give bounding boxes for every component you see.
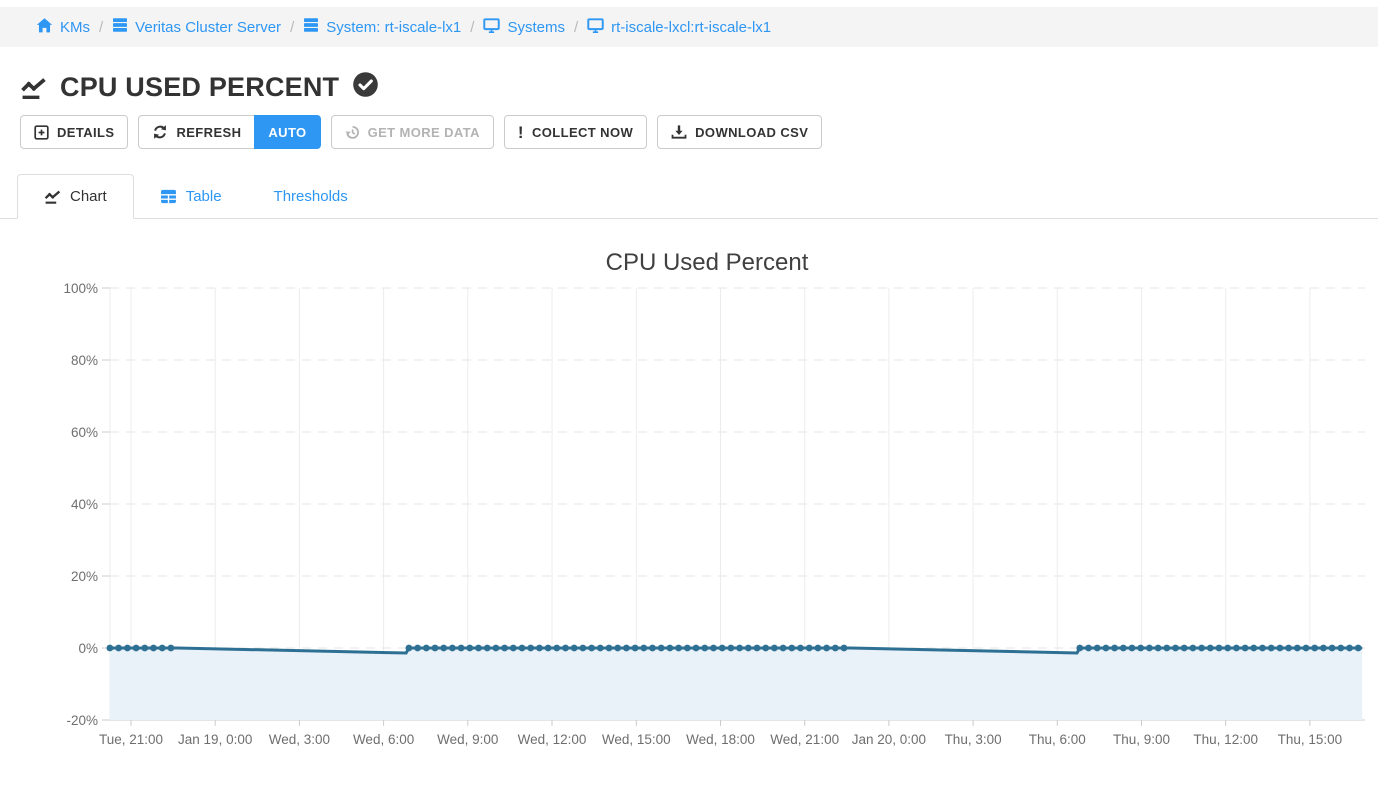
tab-thresholds[interactable]: Thresholds [248,174,374,219]
refresh-button-group: REFRESH AUTO [138,115,321,149]
svg-text:Tue, 21:00: Tue, 21:00 [99,732,163,747]
breadcrumb-label: KMs [60,18,90,36]
svg-text:Wed, 12:00: Wed, 12:00 [518,732,587,747]
svg-text:60%: 60% [71,425,98,440]
get-more-data-button[interactable]: GET MORE DATA [330,115,494,149]
breadcrumb: KMs / Veritas Cluster Server / System: r… [0,7,1378,47]
tab-table-label: Table [185,188,222,205]
svg-text:0%: 0% [78,641,98,656]
svg-text:Jan 20, 0:00: Jan 20, 0:00 [852,732,926,747]
svg-text:Thu, 12:00: Thu, 12:00 [1193,732,1258,747]
download-icon [671,124,687,140]
auto-refresh-toggle-button[interactable]: AUTO [254,115,321,149]
breadcrumb-label: Veritas Cluster Server [135,18,282,36]
refresh-icon [152,124,168,140]
svg-text:20%: 20% [71,569,98,584]
tab-table[interactable]: Table [134,174,248,219]
breadcrumb-label: System: rt-iscale-lx1 [326,18,462,36]
get-more-data-button-label: GET MORE DATA [367,124,480,140]
tab-chart[interactable]: Chart [17,174,134,219]
home-icon [36,17,53,38]
svg-text:-20%: -20% [66,713,98,728]
breadcrumb-separator: / [470,18,475,36]
breadcrumb-link-veritas-cluster-server[interactable]: Veritas Cluster Server [112,17,281,37]
monitor-icon [587,17,604,38]
svg-text:80%: 80% [71,353,98,368]
svg-text:Wed, 6:00: Wed, 6:00 [353,732,414,747]
breadcrumb-separator: / [573,18,579,36]
svg-text:Thu, 15:00: Thu, 15:00 [1278,732,1343,747]
download-csv-button[interactable]: DOWNLOAD CSV [657,115,823,149]
tab-chart-label: Chart [70,188,107,205]
svg-text:Thu, 9:00: Thu, 9:00 [1113,732,1170,747]
server-icon [112,17,128,37]
server-icon [303,17,319,37]
svg-text:40%: 40% [71,497,98,512]
breadcrumb-separator: / [290,18,295,36]
page-header: CPU USED PERCENT [20,70,1378,104]
monitor-icon [483,17,501,38]
history-icon [344,125,360,140]
breadcrumb-label: rt-iscale-lxcl:rt-iscale-lx1 [611,18,772,36]
svg-text:Wed, 21:00: Wed, 21:00 [770,732,839,747]
svg-text:CPU Used Percent: CPU Used Percent [606,249,809,276]
status-check-icon [352,71,379,103]
svg-text:Thu, 3:00: Thu, 3:00 [945,732,1002,747]
svg-text:100%: 100% [63,281,98,296]
svg-text:Wed, 18:00: Wed, 18:00 [686,732,755,747]
collect-now-button-label: COLLECT NOW [531,124,634,140]
cpu-used-percent-chart: CPU Used Percent Tue, 21:00 Jan 19, 0:00 We… [63,249,1365,747]
breadcrumb-separator: / [99,18,104,36]
view-tabs: Chart Table Thresholds [0,174,1378,219]
refresh-button-label: REFRESH [176,124,242,140]
auto-button-label: AUTO [268,124,307,140]
chart-line-icon [44,188,61,205]
tab-thresholds-label: Thresholds [273,188,348,205]
svg-text:Jan 19, 0:00: Jan 19, 0:00 [178,732,252,747]
svg-text:Wed, 9:00: Wed, 9:00 [437,732,498,747]
details-button-label: DETAILS [57,124,115,140]
refresh-button[interactable]: REFRESH [138,115,255,149]
page-title: CPU USED PERCENT [60,71,340,102]
svg-text:Wed, 3:00: Wed, 3:00 [269,732,330,747]
svg-text:Thu, 6:00: Thu, 6:00 [1029,732,1086,747]
svg-text:Wed, 15:00: Wed, 15:00 [602,732,671,747]
breadcrumb-link-system[interactable]: System: rt-iscale-lx1 [303,17,461,37]
table-icon [160,188,177,205]
collect-now-button[interactable]: ! COLLECT NOW [503,115,648,149]
action-toolbar: DETAILS REFRESH AUTO GET MORE DATA ! COL… [20,115,1378,149]
breadcrumb-label: Systems [507,18,565,36]
breadcrumb-link-kms[interactable]: KMs [36,17,90,38]
chart-line-icon [20,74,47,101]
breadcrumb-link-systems[interactable]: Systems [483,17,565,38]
breadcrumb-link-instance[interactable]: rt-iscale-lxcl:rt-iscale-lx1 [587,17,771,38]
download-csv-button-label: DOWNLOAD CSV [695,124,809,140]
details-button[interactable]: DETAILS [20,115,129,149]
plus-square-icon [34,124,49,140]
exclamation-icon: ! [517,122,524,142]
